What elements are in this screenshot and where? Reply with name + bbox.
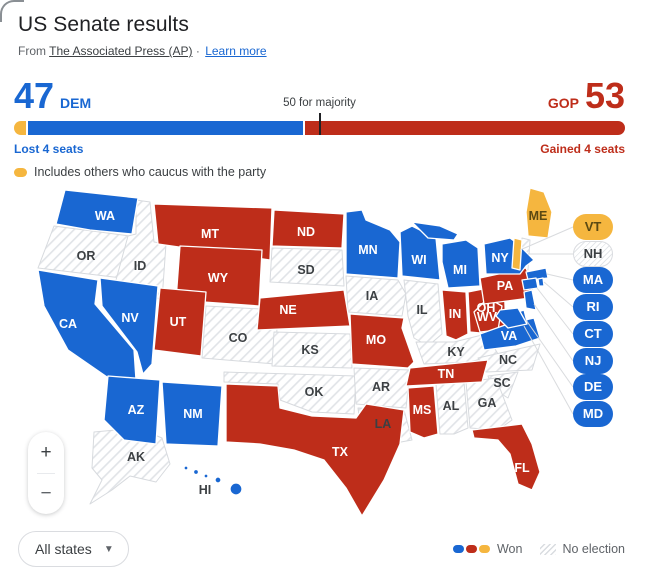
zoom-divider [37,472,55,474]
state-ny[interactable] [483,237,535,275]
gop-change: Gained 4 seats [540,142,625,156]
dropdown-label: All states [35,541,92,557]
state-nm[interactable] [161,381,223,447]
legend-no-election-label: No election [562,542,625,556]
state-az[interactable] [103,375,161,445]
state-wa[interactable] [55,189,139,235]
state-ks[interactable] [271,331,353,369]
state-ut[interactable] [153,287,207,357]
state-ma[interactable] [525,267,549,281]
state-ga[interactable] [465,377,513,431]
state-il[interactable] [403,279,443,347]
chevron-down-icon: ▼ [103,543,114,555]
leader-line-de [525,319,574,388]
seat-numbers-row: 47 DEM 50 for majority GOP 53 [14,72,625,117]
seat-bar-section: 47 DEM 50 for majority GOP 53 Lost 4 sea… [14,72,625,179]
state-pill-nh[interactable]: NH [573,241,613,267]
bar-dem [28,121,304,135]
dem-total: 47 DEM [14,75,97,117]
state-label-hi: HI [199,483,212,497]
state-ct[interactable] [521,277,539,291]
state-pill-ct[interactable]: CT [573,321,613,347]
gop-seat-count: 53 [584,75,625,117]
dem-change: Lost 4 seats [14,142,84,156]
leader-line-ma [546,273,574,281]
state-fl[interactable] [471,423,541,491]
source-prefix: From [18,44,46,58]
state-mn[interactable] [345,209,401,279]
majority-label: 50 for majority [283,97,356,109]
state-pill-md[interactable]: MD [573,401,613,427]
page-title: US Senate results [18,13,189,36]
state-hi[interactable] [203,473,209,479]
bar-gop [305,121,625,135]
state-vt[interactable] [511,237,523,271]
state-or[interactable] [37,225,131,279]
zoom-in-button[interactable]: + [28,432,64,473]
change-row: Lost 4 seats Gained 4 seats [14,142,625,156]
caucus-note: Includes others who caucus with the part… [34,165,267,179]
dem-seat-count: 47 [14,75,55,117]
state-ar[interactable] [353,367,411,409]
independent-dot-icon [14,167,27,177]
us-map: WA OR ID MT ND SD MN WI MI WY NV CA UT C… [37,187,574,517]
leader-line-md [523,325,574,415]
seat-bar [14,121,625,135]
gop-total: GOP 53 [542,75,625,117]
state-hi[interactable] [214,476,222,484]
state-mi[interactable] [441,239,481,289]
state-me[interactable] [525,187,553,239]
state-tx[interactable] [225,383,405,517]
leader-line-vt [519,226,574,251]
caucus-note-row: Includes others who caucus with the part… [14,165,625,179]
leader-line-ct [536,287,574,335]
state-ia[interactable] [345,275,407,317]
leader-line-nj [533,303,574,362]
learn-more-link[interactable]: Learn more [205,44,267,58]
state-hi[interactable] [229,482,243,496]
state-wi[interactable] [399,225,441,281]
legend-hatch-swatch-icon [540,543,557,555]
state-mo[interactable] [349,313,415,369]
state-pill-nj[interactable]: NJ [573,348,613,374]
all-states-dropdown[interactable]: All states ▼ [18,531,129,567]
ap-link[interactable]: The Associated Press (AP) [49,44,193,58]
legend-ind-dot-icon [478,545,490,553]
state-md[interactable] [495,307,528,329]
state-ri[interactable] [537,277,545,287]
state-pill-ri[interactable]: RI [573,294,613,320]
dem-label: DEM [60,95,92,111]
source-line: From The Associated Press (AP) · Learn m… [18,44,632,58]
legend-won-label: Won [496,542,523,556]
us-map-area: WA OR ID MT ND SD MN WI MI WY NV CA UT C… [0,180,650,568]
state-pill-vt[interactable]: VT [573,214,613,240]
separator: · [195,44,200,58]
state-ne[interactable] [256,289,351,331]
state-al[interactable] [435,381,469,435]
state-hi[interactable] [192,468,200,476]
state-pill-de[interactable]: DE [573,374,613,400]
state-tn[interactable] [405,359,489,387]
zoom-out-button[interactable]: − [28,474,64,515]
leader-line-ri [543,281,574,308]
legend-dem-dot-icon [452,545,464,553]
card-corner [0,0,24,22]
state-nv[interactable] [99,277,159,375]
bar-ind [14,121,27,135]
state-in[interactable] [441,289,469,341]
state-nj[interactable] [523,289,537,311]
state-ms[interactable] [407,385,439,439]
gop-label: GOP [547,95,579,111]
seat-bar-wrap [14,113,625,135]
state-hi[interactable] [183,465,189,471]
state-nd[interactable] [271,209,345,249]
majority-tick [318,113,321,135]
header: US Senate results From The Associated Pr… [0,0,650,58]
state-mi-upper[interactable] [411,221,459,241]
state-sd[interactable] [269,247,345,287]
map-zoom-control: + − [28,432,64,514]
legend-gop-dot-icon [465,545,477,553]
state-pill-ma[interactable]: MA [573,267,613,293]
map-legend: Won No election [452,542,625,556]
